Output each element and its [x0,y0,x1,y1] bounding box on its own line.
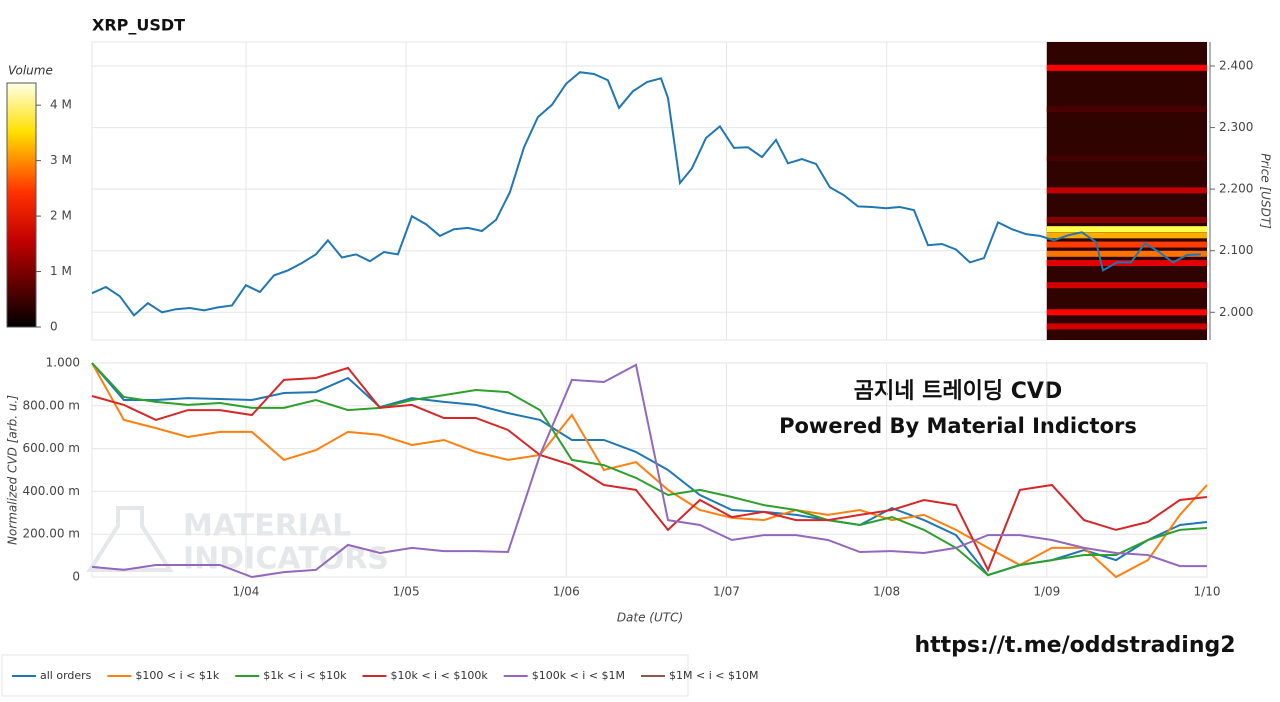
annotation: Powered By Material Indictors [779,414,1137,438]
cvd-panel [91,362,1208,579]
y-tick-label: 800.00 m [23,398,81,412]
heatmap-cell [1046,282,1207,289]
x-tick-label: 1/07 [713,585,740,599]
colorbar-tick-label: 4 M [50,98,72,112]
legend-label: $1k < i < $10k [263,669,347,682]
price-panel [91,42,1208,340]
price-frame [91,41,1208,341]
x-tick-label: 1/04 [232,585,259,599]
annotation: 곰지네 트레이딩 CVD [854,379,1062,404]
y-axis-label: Normalized CVD [arb. u.] [6,395,20,545]
heatmap-cell [1046,323,1207,330]
heatmap-cell [1046,216,1207,223]
price-line [91,71,1201,317]
heatmap-cell [1046,250,1207,257]
x-tick-label: 1/06 [553,585,580,599]
y-axis-label: Price [USDT] [1259,153,1273,229]
heatmap-cell [1046,155,1207,162]
colorbar [6,82,37,328]
watermark: MATERIAL INDICATORS [86,506,389,577]
heatmap-cell [1046,226,1207,233]
watermark-text: MATERIAL [183,509,351,544]
y-tick-label: 2.200 [1219,182,1253,196]
chart-title: XRP_USDT [92,16,185,35]
colorbar-tick-label: 3 M [50,153,72,167]
legend-label: $100k < i < $1M [532,669,625,682]
x-tick-label: 1/08 [873,585,900,599]
x-tick-label: 1/10 [1194,585,1221,599]
heatmap-cell [1046,309,1207,316]
legend-label: $1M < i < $10M [669,669,758,682]
y-tick-label: 2.300 [1219,120,1253,134]
cvd-line [91,362,1208,579]
legend-label: $10k < i < $100k [390,669,488,682]
colorbar-tick-label: 2 M [50,209,72,223]
cvd-line [91,363,1207,579]
heatmap-cell [1046,241,1207,248]
cvd-line [91,362,1208,577]
legend-label: all orders [40,669,92,682]
colorbar-tick-label: 1 M [50,264,72,278]
cvd-line [91,366,1208,573]
y-tick-label: 400.00 m [23,484,81,498]
y-tick-label: 2.000 [1219,305,1253,319]
x-tick-label: 1/05 [393,585,420,599]
x-axis-label: Date (UTC) [617,611,683,625]
heatmap-cell [1046,232,1207,239]
y-tick-label: 1.000 [46,356,80,370]
y-tick-label: 600.00 m [23,441,81,455]
heatmap-cell [1046,64,1207,71]
annotation: https://t.me/oddstrading2 [914,633,1235,658]
heatmap-cell [1046,187,1207,194]
legend-label: $100 < i < $1k [135,669,219,682]
y-tick-label: 200.00 m [23,527,81,541]
y-tick-label: 0 [72,570,80,584]
x-tick-label: 1/09 [1033,585,1060,599]
heatmap-cell [1046,106,1207,113]
colorbar-label: Volume [8,64,53,78]
colorbar-tick-label: 0 [50,320,58,334]
y-tick-label: 2.400 [1219,59,1253,73]
y-tick-label: 2.100 [1219,243,1253,257]
